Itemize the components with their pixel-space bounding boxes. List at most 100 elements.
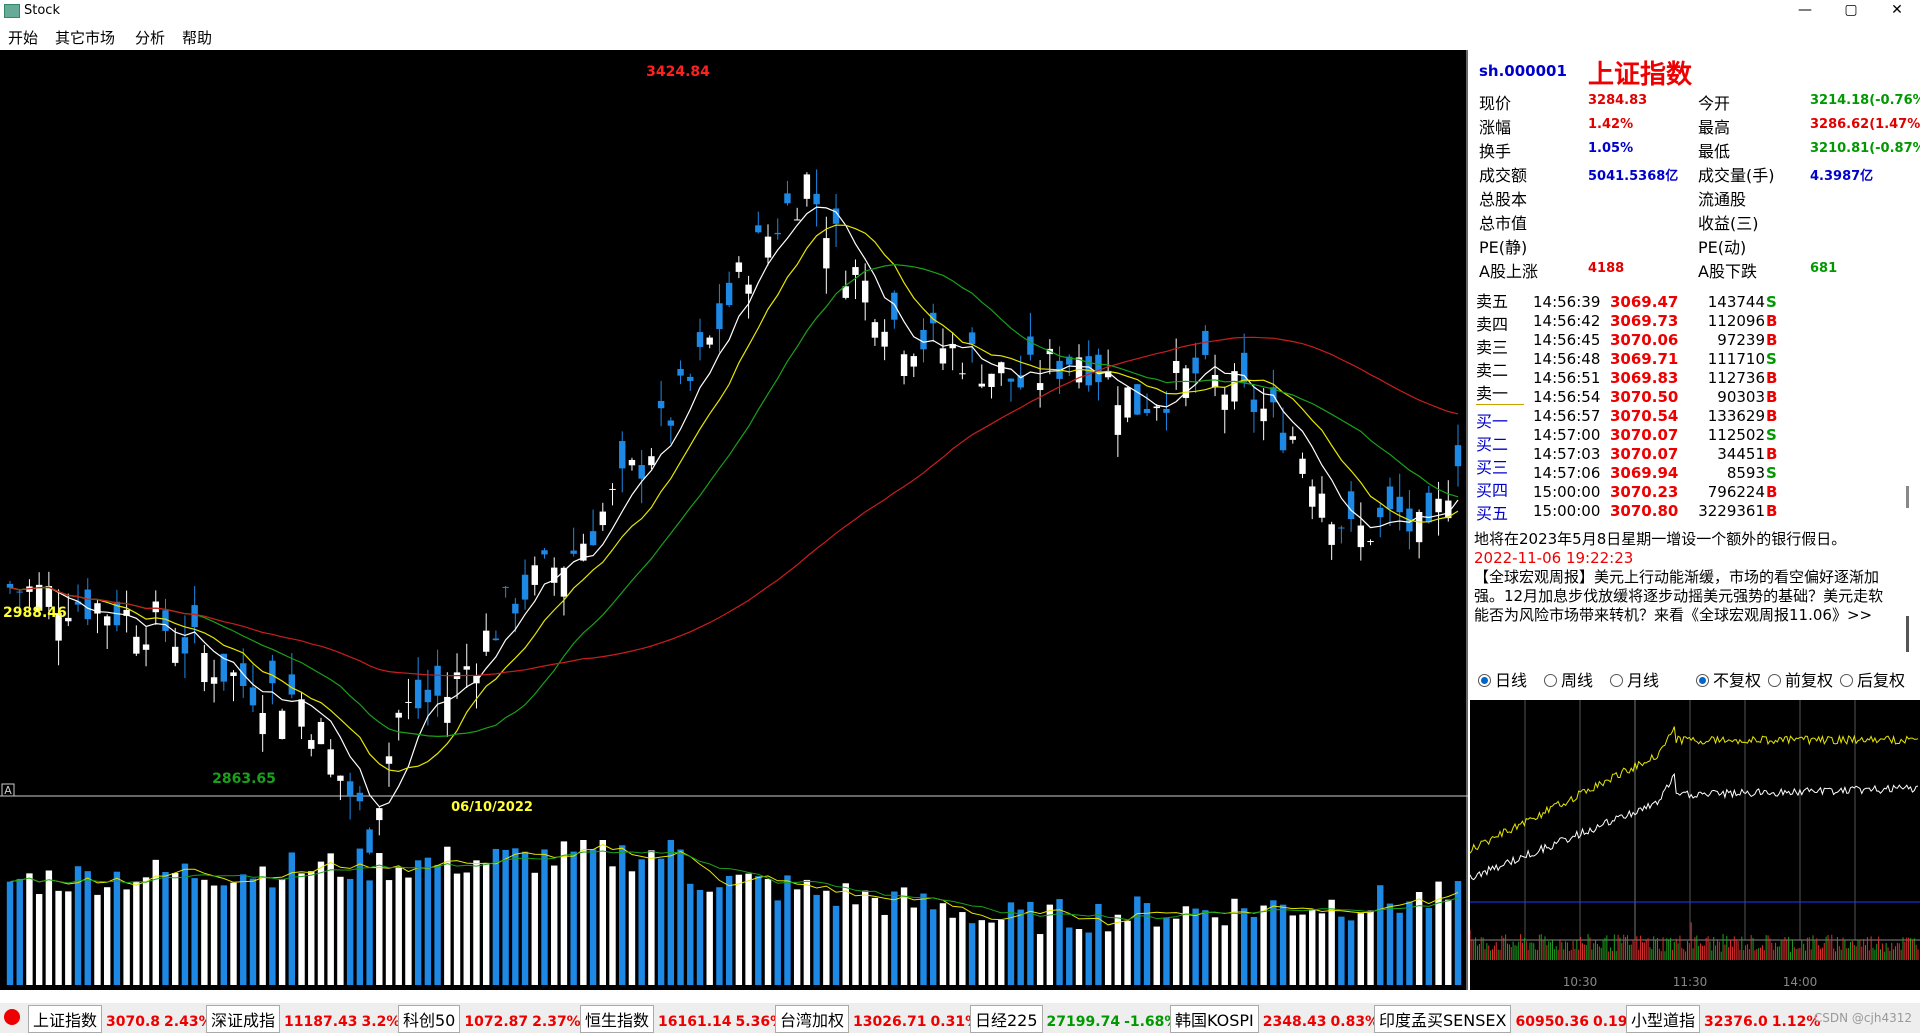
volume-bar bbox=[735, 874, 743, 985]
volume-bar bbox=[589, 849, 597, 985]
info-label: 成交量(手) bbox=[1698, 166, 1775, 185]
index-name[interactable]: 科创50 bbox=[398, 1005, 461, 1033]
index-ticker[interactable]: 恒生指数 16161.14 5.36% bbox=[580, 1005, 784, 1033]
tick-price: 3069.47 bbox=[1610, 293, 1679, 311]
tick-volume: 112096 bbox=[1707, 312, 1765, 330]
volume-bar bbox=[346, 878, 354, 985]
volume-bar bbox=[1338, 916, 1345, 985]
info-label: PE(静) bbox=[1479, 238, 1528, 257]
volume-bar bbox=[609, 866, 616, 985]
volume-bar bbox=[1328, 899, 1335, 985]
volume-bar bbox=[327, 853, 334, 985]
candle-body bbox=[16, 591, 23, 593]
volume-bar bbox=[716, 887, 723, 985]
volume-bar bbox=[113, 871, 121, 985]
volume-bar bbox=[172, 872, 179, 985]
volume-bar bbox=[871, 897, 879, 985]
volume-bar bbox=[65, 891, 72, 985]
menu-start[interactable]: 开始 bbox=[8, 29, 39, 47]
tick-time: 15:00:00 bbox=[1533, 502, 1601, 520]
candle-body bbox=[133, 636, 140, 654]
index-name[interactable]: 小型道指 bbox=[1626, 1005, 1701, 1033]
volume-bar bbox=[103, 887, 111, 985]
index-ticker[interactable]: 科创50 1072.87 2.37% bbox=[398, 1005, 581, 1033]
index-name[interactable]: 印度孟买SENSEX bbox=[1374, 1005, 1512, 1033]
menu-analysis[interactable]: 分析 bbox=[135, 29, 166, 47]
candle-body bbox=[1221, 394, 1228, 410]
index-ticker[interactable]: 小型道指 32376.0 1.12% bbox=[1626, 1005, 1821, 1033]
moving-average-line bbox=[9, 336, 1459, 677]
radio-daily[interactable]: 日线 bbox=[1478, 667, 1527, 691]
info-value: 3284.83 bbox=[1588, 93, 1648, 108]
index-ticker[interactable]: 台湾加权 13026.71 0.31% bbox=[775, 1005, 979, 1033]
volume-bar bbox=[599, 840, 607, 985]
index-name[interactable]: 台湾加权 bbox=[775, 1005, 850, 1033]
candle-body bbox=[1347, 491, 1355, 520]
radio-backward-adjust[interactable]: 后复权 bbox=[1840, 667, 1905, 691]
candle-body bbox=[1289, 436, 1296, 440]
candle-body bbox=[1153, 406, 1160, 409]
volume-bar bbox=[337, 876, 344, 985]
radio-no-adjust[interactable]: 不复权 bbox=[1696, 667, 1761, 691]
candle-body bbox=[551, 567, 558, 583]
volume-bar bbox=[1114, 914, 1122, 985]
news-body[interactable]: 【全球宏观周报】美元上行动能渐缓，市场的看空偏好逐渐加强。12月加息步伐放缓将逐… bbox=[1474, 568, 1884, 624]
watermark: CSDN @cjh4312 bbox=[1813, 1011, 1912, 1025]
intraday-chart-area[interactable]: 10:30 11:30 14:00 bbox=[1469, 700, 1920, 990]
index-ticker[interactable]: 印度孟买SENSEX 60950.36 0.19% bbox=[1374, 1005, 1642, 1033]
close-button[interactable]: ✕ bbox=[1891, 2, 1903, 18]
candle-body bbox=[210, 677, 218, 684]
menu-other-markets[interactable]: 其它市场 bbox=[55, 29, 116, 47]
radio-weekly[interactable]: 周线 bbox=[1544, 667, 1593, 691]
volume-bar bbox=[45, 870, 53, 985]
kline-chart[interactable]: A 3424.84 2863.65 2988.46 06/10/2022 bbox=[0, 50, 1468, 990]
maximize-button[interactable]: ▢ bbox=[1844, 2, 1858, 18]
intraday-chart[interactable]: 10:30 11:30 14:00 bbox=[1469, 700, 1920, 990]
kline-chart-area[interactable]: A 3424.84 2863.65 2988.46 06/10/2022 bbox=[0, 50, 1468, 990]
candle-body bbox=[735, 262, 743, 272]
index-name[interactable]: 恒生指数 bbox=[580, 1005, 655, 1033]
index-change: 1.12% bbox=[1771, 1014, 1821, 1030]
index-change: 0.83% bbox=[1330, 1014, 1380, 1030]
candle-body bbox=[1172, 360, 1180, 373]
index-change: 2.37% bbox=[532, 1014, 581, 1030]
candle-body bbox=[1435, 498, 1442, 513]
tick-volume: 97239 bbox=[1717, 331, 1765, 349]
stock-name: 上证指数 bbox=[1588, 60, 1693, 90]
volume-average-line bbox=[9, 843, 1459, 926]
order-book-scrollbar[interactable] bbox=[1904, 290, 1912, 522]
index-ticker[interactable]: 上证指数 3070.8 2.43% bbox=[28, 1005, 213, 1033]
index-ticker[interactable]: 日经225 27199.74 -1.68% bbox=[970, 1005, 1178, 1033]
news-scrollbar[interactable] bbox=[1904, 534, 1912, 658]
volume-bar bbox=[1445, 899, 1452, 985]
candle-body bbox=[1367, 541, 1374, 543]
index-ticker[interactable]: 韩国KOSPI 2348.43 0.83% bbox=[1170, 1005, 1380, 1033]
index-name[interactable]: 韩国KOSPI bbox=[1170, 1005, 1259, 1033]
candle-body bbox=[1231, 371, 1238, 402]
index-name[interactable]: 上证指数 bbox=[28, 1005, 103, 1033]
candle-body bbox=[560, 567, 568, 597]
index-value: 13026.71 bbox=[853, 1014, 927, 1030]
menu-help[interactable]: 帮助 bbox=[182, 29, 213, 47]
status-bar: 上证指数 3070.8 2.43% 深证成指 11187.43 3.2% 科创50 107… bbox=[0, 1003, 1920, 1033]
index-name[interactable]: 日经225 bbox=[970, 1005, 1043, 1033]
volume-bar bbox=[1202, 910, 1209, 985]
candle-body bbox=[1260, 408, 1267, 422]
candle-body bbox=[1134, 384, 1141, 415]
radio-forward-adjust[interactable]: 前复权 bbox=[1768, 667, 1833, 691]
candle-body bbox=[172, 646, 179, 663]
radio-monthly[interactable]: 月线 bbox=[1610, 667, 1659, 691]
info-value: 3210.81(-0.87%) bbox=[1810, 141, 1920, 156]
tick-price: 3070.07 bbox=[1610, 426, 1679, 444]
volume-bar bbox=[900, 887, 908, 985]
radio-label: 日线 bbox=[1495, 671, 1528, 690]
tick-volume: 143744 bbox=[1707, 293, 1765, 311]
volume-bar bbox=[696, 889, 704, 985]
radio-dot bbox=[1478, 674, 1491, 687]
index-ticker[interactable]: 深证成指 11187.43 3.2% bbox=[206, 1005, 400, 1033]
candle-body bbox=[1425, 492, 1433, 523]
volume-bar bbox=[832, 905, 840, 985]
minimize-button[interactable]: — bbox=[1798, 2, 1812, 18]
info-label: 最低 bbox=[1698, 142, 1731, 161]
index-name[interactable]: 深证成指 bbox=[206, 1005, 281, 1033]
